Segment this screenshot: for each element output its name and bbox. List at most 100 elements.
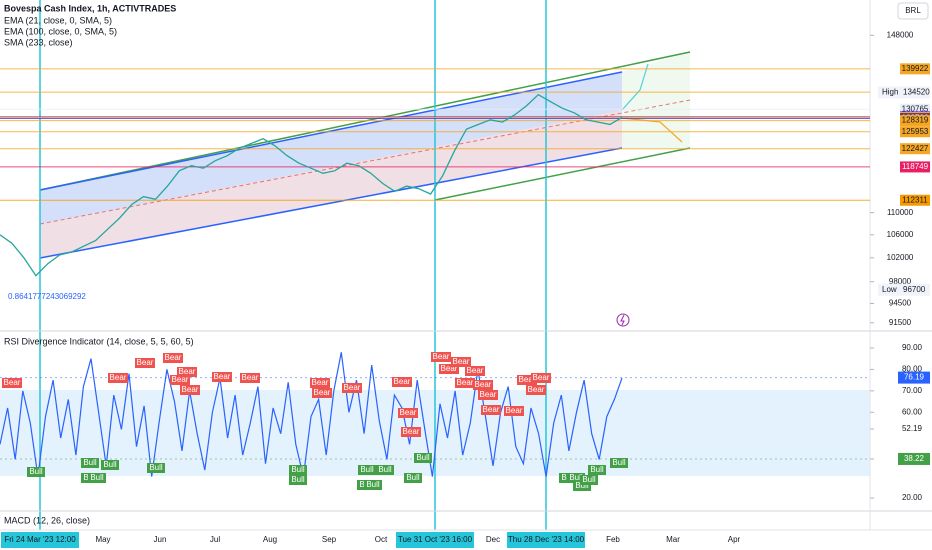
time-label: Feb — [606, 535, 620, 544]
date-highlight — [1, 532, 79, 548]
low-value: 96700 — [903, 285, 926, 294]
bull-box — [610, 458, 628, 468]
low-box — [878, 283, 930, 296]
current-badge — [898, 371, 930, 384]
bear-box — [455, 378, 475, 388]
bull-box — [376, 465, 394, 475]
arrow-up — [621, 63, 649, 111]
bull-label: Bull — [378, 465, 392, 474]
bear-box — [398, 408, 418, 418]
time-label: Sep — [322, 535, 337, 544]
time-label: Mar — [666, 535, 680, 544]
bear-box — [392, 377, 412, 387]
bull-label: Bull — [590, 465, 604, 474]
date-highlight — [396, 532, 474, 548]
price-badge-label: 118749 — [902, 162, 929, 171]
bear-label: Bear — [312, 378, 329, 387]
y-tick-label: 102000 — [887, 253, 914, 262]
bull-box — [573, 481, 591, 491]
bear-label: Bear — [137, 358, 154, 367]
bull-box — [364, 480, 382, 490]
time-label: Jul — [210, 535, 220, 544]
bull-label: Bull — [569, 473, 583, 482]
chart-title: Bovespa Cash Index, 1h, ACTIVTRADES — [4, 3, 176, 13]
rsi-title: RSI Divergence Indicator (14, close, 5, … — [4, 336, 194, 346]
high-box — [878, 86, 930, 99]
price-badge-label: 128319 — [902, 116, 929, 125]
bull-label: Bull — [83, 458, 97, 467]
currency-button[interactable] — [897, 2, 929, 20]
price-badge-label: 130765 — [902, 104, 929, 113]
event-icon[interactable] — [616, 313, 630, 327]
bear-box — [342, 383, 362, 393]
rsi-tick-label: 70.00 — [902, 386, 923, 395]
time-label: Fri 24 Mar '23 12:00 — [4, 535, 76, 544]
channel-lower-fill — [40, 110, 622, 258]
price-badge — [900, 63, 930, 75]
price-badge — [900, 143, 930, 155]
bear-label: Bear — [182, 385, 199, 394]
price-badge-label: 125953 — [902, 127, 929, 136]
bear-box — [240, 373, 260, 383]
rsi-tick-label: 90.00 — [902, 343, 923, 352]
bear-box — [2, 378, 22, 388]
bear-label: Bear — [519, 375, 536, 384]
time-label: Oct — [375, 535, 388, 544]
time-label: Dec — [486, 535, 500, 544]
y-tick-label: 91500 — [889, 318, 912, 327]
price-badge — [900, 161, 930, 173]
bear-box — [163, 353, 183, 363]
bear-box — [451, 357, 471, 367]
rsi-tick-label: 60.00 — [902, 407, 923, 416]
bull-box — [27, 467, 45, 477]
bull-label: Bull — [366, 480, 380, 489]
bear-label: Bear — [457, 378, 474, 387]
bear-label: Bear — [314, 388, 331, 397]
bear-label: Bear — [172, 375, 189, 384]
rsi-tick-label: 20.00 — [902, 493, 923, 502]
bull-box — [358, 465, 376, 475]
rsi-tick-label: 80.00 — [902, 365, 923, 374]
time-label: Aug — [263, 535, 277, 544]
price-badge — [900, 103, 930, 115]
signal_line-badge — [898, 452, 930, 465]
fib-note: 0.8641777243069292 — [8, 292, 86, 301]
bear-label: Bear — [179, 367, 196, 376]
bear-box — [531, 373, 551, 383]
time-label: Thu 28 Dec '23 14:00 — [508, 535, 585, 544]
bear-label: Bear — [344, 383, 361, 392]
bear-box — [177, 367, 197, 377]
bull-label: Bull — [149, 463, 163, 472]
bear-label: Bear — [242, 373, 259, 382]
bear-label: Bear — [506, 406, 523, 415]
price-badge-label: 122427 — [902, 144, 929, 153]
bear-box — [526, 385, 546, 395]
bear-box — [439, 364, 459, 374]
bull-label: Bull — [90, 473, 104, 482]
bear-box — [310, 378, 330, 388]
y-tick-label: 98000 — [889, 277, 912, 286]
bull-box — [580, 475, 598, 485]
bear-label: Bear — [394, 377, 411, 386]
bear-box — [212, 372, 232, 382]
bull-label: Bull — [416, 453, 430, 462]
bear-label: Bear — [533, 373, 550, 382]
bear-label: Bear — [165, 353, 182, 362]
bear-box — [108, 373, 128, 383]
bear-label: Bear — [467, 366, 484, 375]
arrow-down — [621, 117, 683, 143]
bull-box — [588, 465, 606, 475]
bear-label: Bear — [400, 408, 417, 417]
time-label: Jun — [154, 535, 167, 544]
bull-box — [101, 460, 119, 470]
time-label: Apr — [728, 535, 741, 544]
bear-box — [170, 375, 190, 385]
macd-title: MACD (12, 26, close) — [4, 515, 90, 525]
bull-box — [404, 473, 422, 483]
bear-box — [312, 388, 332, 398]
channel-mid — [39, 99, 691, 225]
bull-box — [414, 453, 432, 463]
bear-box — [431, 352, 451, 362]
bear-box — [478, 390, 498, 400]
bull-box — [289, 465, 307, 475]
